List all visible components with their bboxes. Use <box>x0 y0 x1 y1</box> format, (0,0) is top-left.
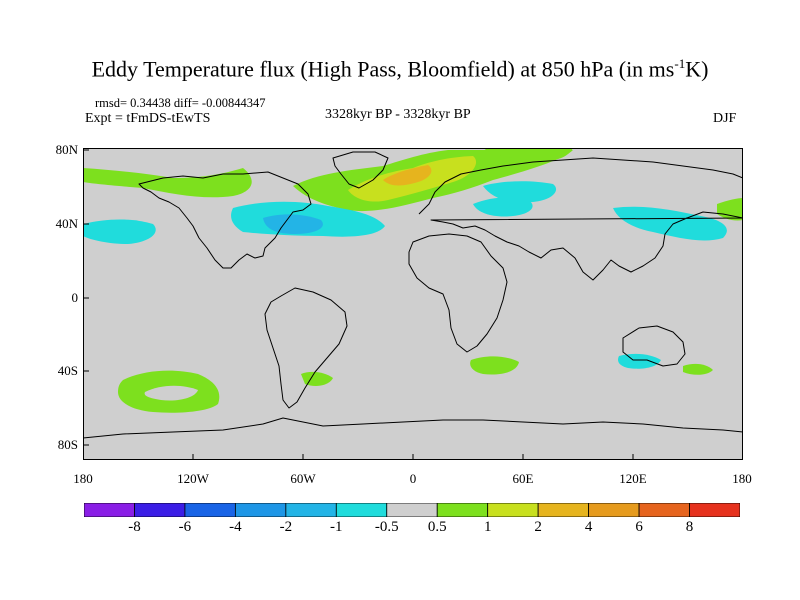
pacific-negative-region <box>613 206 727 241</box>
greenland-coast <box>332 151 389 189</box>
lat-label-0: 0 <box>71 290 79 305</box>
colorbar-swatch <box>638 503 690 517</box>
africa-coast <box>408 233 508 353</box>
colorbar-tick-label: 8 <box>685 519 694 535</box>
colorbar <box>84 503 740 517</box>
lat-label-80s: 80S <box>57 437 78 452</box>
south-pacific-positive-hole <box>144 385 198 401</box>
colorbar-swatch <box>689 503 740 517</box>
lon-label-120e: 120E <box>619 471 647 486</box>
map-panel <box>83 148 743 460</box>
colorbar-tick-label: -1 <box>330 519 343 535</box>
colorbar-swatch <box>285 503 337 517</box>
colorbar-tick-label: -2 <box>279 519 293 535</box>
lon-label-180w: 180 <box>73 471 93 486</box>
east-pacific-negative-region <box>83 219 156 244</box>
colorbar-tick-label: -8 <box>128 519 141 535</box>
title-superscript: -1 <box>674 56 686 71</box>
experiment-label: Expt = tFmDS-tEwTS <box>85 111 211 126</box>
lat-label-40s: 40S <box>57 363 78 378</box>
north-atlantic-strong-region <box>383 165 432 186</box>
lon-label-180e: 180 <box>732 471 752 486</box>
north-america-coast <box>138 171 312 269</box>
colorbar-swatch <box>84 503 135 517</box>
colorbar-swatch <box>134 503 186 517</box>
mid-latitude-negative-core <box>263 214 323 234</box>
eurasia-coast <box>418 157 743 281</box>
south-america-coast <box>264 287 348 409</box>
lon-label-60e: 60E <box>512 471 534 486</box>
colorbar-tick-label: -4 <box>229 519 242 535</box>
tasman-positive-region <box>683 363 713 375</box>
colorbar-swatch <box>588 503 640 517</box>
arctic-positive-region <box>483 148 573 161</box>
lon-ticks <box>192 454 634 460</box>
colorbar-swatch <box>234 503 287 517</box>
colorbar-swatch <box>184 503 236 517</box>
colorbar-tick-label: 1 <box>483 519 492 535</box>
pacific-north-positive-region <box>83 168 252 198</box>
anomaly-fields <box>83 148 743 413</box>
colorbar-tick-label: 6 <box>635 519 643 535</box>
colorbar-swatch <box>335 503 388 517</box>
colorbar-swatch <box>386 503 438 517</box>
colorbar-tick-label: -6 <box>178 519 192 535</box>
lat-label-40n: 40N <box>55 216 78 231</box>
lon-label-120w: 120W <box>177 471 209 486</box>
coastlines <box>83 151 743 439</box>
lat-label-80n: 80N <box>55 142 78 157</box>
australia-negative-region <box>618 353 661 369</box>
west-pacific-positive-region <box>717 198 743 221</box>
australia-coast <box>622 325 686 367</box>
colorbar-tick-label: 0.5 <box>427 519 447 535</box>
colorbar-swatch <box>436 503 489 517</box>
colorbar-tick-label: 2 <box>534 519 542 535</box>
colorbar-tick-label: -0.5 <box>374 519 399 535</box>
asia-negative-region <box>483 181 557 203</box>
rmsd-diff-label: rmsd= 0.34438 diff= -0.00844347 <box>95 96 266 110</box>
colorbar-swatch <box>537 503 590 517</box>
lon-label-60w: 60W <box>290 471 316 486</box>
lat-ticks <box>83 149 89 446</box>
season-label: DJF <box>713 111 737 126</box>
colorbar-tick-label: 4 <box>584 519 593 535</box>
lon-label-0: 0 <box>409 471 417 486</box>
period-label: 3328kyr BP - 3328kyr BP <box>325 107 471 122</box>
figure-title: Eddy Temperature flux (High Pass, Bloomf… <box>91 56 709 82</box>
colorbar-swatch <box>487 503 539 517</box>
indian-ocean-positive-region <box>470 356 519 375</box>
antarctica-coast <box>83 417 743 439</box>
